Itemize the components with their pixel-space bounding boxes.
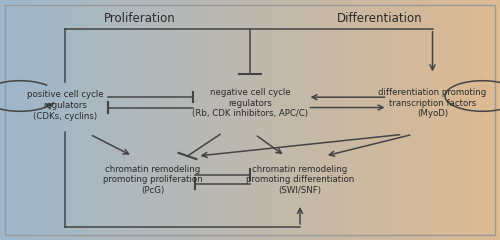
- Text: negative cell cycle
regulators
(Rb, CDK inhibitors, APC/C): negative cell cycle regulators (Rb, CDK …: [192, 88, 308, 119]
- Text: Proliferation: Proliferation: [104, 12, 176, 25]
- Text: differentiation promoting
transcription factors
(MyoD): differentiation promoting transcription …: [378, 88, 486, 119]
- Text: chromatin remodeling
promoting proliferation
(PcG): chromatin remodeling promoting prolifera…: [102, 165, 202, 195]
- Text: Differentiation: Differentiation: [337, 12, 423, 25]
- Text: chromatin remodeling
promoting differentiation
(SWI/SNF): chromatin remodeling promoting different…: [246, 165, 354, 195]
- Text: positive cell cycle
regulators
(CDKs, cyclins): positive cell cycle regulators (CDKs, cy…: [26, 90, 104, 121]
